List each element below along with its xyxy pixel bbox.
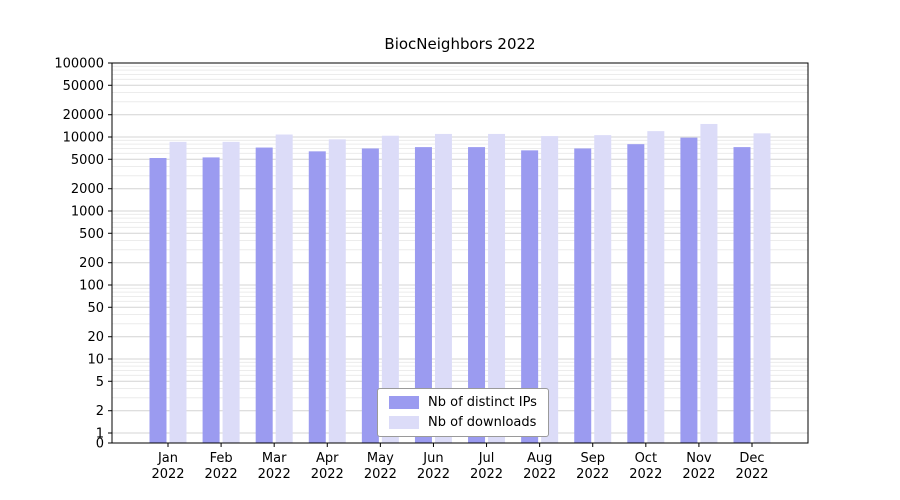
bar-downloads [222, 141, 240, 444]
x-tick-label-month: Apr [316, 451, 339, 466]
bar-distinct-ips [414, 147, 432, 443]
bar-downloads [434, 133, 452, 443]
y-tick-label: 1 [96, 427, 104, 442]
y-tick-label: 10000 [63, 131, 104, 146]
x-tick-label-month: Jul [478, 451, 495, 466]
bar-distinct-ips [361, 148, 379, 443]
x-tick-label-month: May [367, 451, 394, 466]
y-tick-label: 200 [79, 256, 104, 271]
bar-distinct-ips [149, 158, 167, 443]
x-tick-label-month: Jan [157, 451, 178, 466]
y-tick-label: 2000 [71, 182, 104, 197]
x-tick-label-year: 2022 [629, 467, 662, 482]
x-tick-label-year: 2022 [364, 467, 397, 482]
plot-border [111, 62, 809, 444]
x-tick-label-month: Sep [580, 451, 605, 466]
bar-downloads [541, 136, 559, 443]
x-tick-label-month: Mar [262, 451, 287, 466]
bar-distinct-ips [521, 150, 539, 443]
bar-downloads [700, 123, 718, 444]
legend-item-distinct-ips: Nb of distinct IPs [389, 396, 537, 409]
x-tick-label-year: 2022 [576, 467, 609, 482]
bar-downloads [753, 133, 771, 444]
chart-title: BiocNeighbors 2022 [384, 35, 536, 53]
y-tick-label: 1000 [71, 205, 104, 220]
legend-label-distinct-ips: Nb of distinct IPs [428, 395, 537, 410]
x-tick-label-year: 2022 [682, 467, 715, 482]
x-tick-label-month: Nov [686, 451, 712, 466]
x-tick-label-year: 2022 [151, 467, 184, 482]
x-tick-label-year: 2022 [735, 467, 768, 482]
x-tick-label-month: Aug [527, 451, 552, 466]
legend-label-downloads: Nb of downloads [428, 415, 537, 430]
bar-distinct-ips [202, 157, 220, 444]
legend-swatch-downloads [389, 416, 419, 429]
y-tick-label: 500 [79, 227, 104, 242]
bar-distinct-ips [574, 148, 592, 443]
y-tick-label: 0 [96, 437, 104, 452]
x-tick-label-year: 2022 [258, 467, 291, 482]
bar-downloads [328, 139, 346, 443]
bar-downloads [169, 141, 187, 444]
x-tick-label-month: Oct [635, 451, 657, 466]
y-tick-label: 50 [87, 301, 104, 316]
bar-distinct-ips [308, 151, 326, 443]
x-tick-label-year: 2022 [205, 467, 238, 482]
y-tick-label: 50000 [63, 79, 104, 94]
bar-downloads [381, 135, 399, 443]
y-tick-label: 5000 [71, 153, 104, 168]
bar-distinct-ips [733, 147, 751, 443]
x-tick-label-month: Dec [739, 451, 764, 466]
x-tick-label-year: 2022 [470, 467, 503, 482]
x-tick-label-year: 2022 [523, 467, 556, 482]
x-tick-label-year: 2022 [417, 467, 450, 482]
x-tick-label-month: Feb [210, 451, 233, 466]
legend-item-downloads: Nb of downloads [389, 416, 537, 429]
y-tick-label: 5 [96, 375, 104, 390]
y-tick-label: 10 [87, 353, 104, 368]
bar-downloads [275, 134, 293, 443]
x-tick-label-month: Jun [422, 451, 443, 466]
bar-downloads [594, 135, 612, 443]
y-tick-label: 20 [87, 330, 104, 345]
x-tick-label-year: 2022 [311, 467, 344, 482]
legend: Nb of distinct IPs Nb of downloads [377, 388, 549, 437]
bar-downloads [488, 133, 506, 443]
bar-distinct-ips [627, 144, 645, 444]
y-tick-label: 100 [79, 279, 104, 294]
bar-distinct-ips [255, 147, 273, 444]
bar-distinct-ips [468, 147, 486, 443]
y-tick-label: 20000 [63, 108, 104, 123]
y-tick-label: 2 [96, 404, 104, 419]
y-tick-label: 100000 [54, 57, 104, 72]
legend-swatch-distinct-ips [389, 396, 419, 409]
bar-downloads [647, 131, 665, 443]
bar-distinct-ips [680, 137, 698, 443]
